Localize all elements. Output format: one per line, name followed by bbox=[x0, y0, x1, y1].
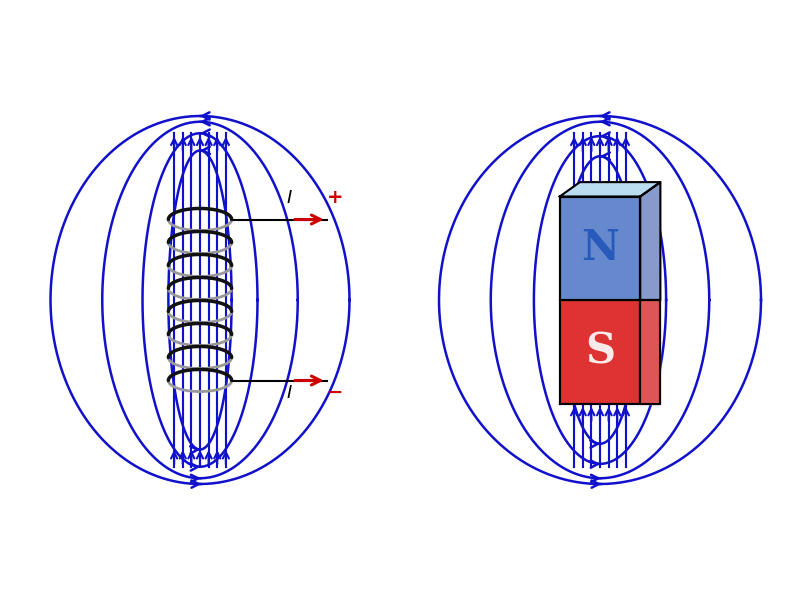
Polygon shape bbox=[640, 182, 660, 300]
Text: +: + bbox=[327, 188, 343, 208]
Polygon shape bbox=[560, 182, 660, 196]
Text: −: − bbox=[327, 383, 343, 402]
Polygon shape bbox=[640, 300, 660, 403]
Bar bbox=[560, 196, 640, 300]
Text: $I$: $I$ bbox=[286, 190, 293, 208]
Bar bbox=[560, 300, 640, 403]
Text: S: S bbox=[585, 331, 615, 373]
Text: N: N bbox=[581, 227, 619, 269]
Text: $I$: $I$ bbox=[286, 384, 293, 402]
